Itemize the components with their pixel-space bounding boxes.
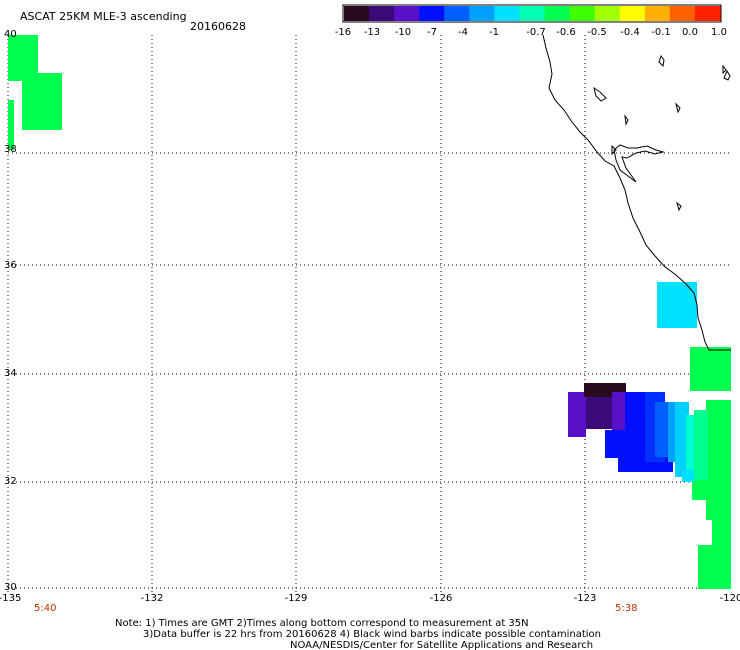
lat-tick-label: 34	[4, 368, 17, 379]
colorbar-labels: -16 -13 -10 -7 -4 -1 -0.7 -0.6 -0.5 -0.4…	[335, 27, 727, 38]
lat-tick-label: 30	[4, 582, 17, 593]
colorbar-label: 1.0	[711, 27, 727, 38]
lon-tick-label: -129	[285, 593, 308, 604]
lon-tick-label: -123	[574, 593, 597, 604]
lat-tick-labels: 40 38 36 34 32 30	[4, 29, 17, 593]
colorbar-label: -0.6	[556, 27, 576, 38]
lake-outline	[658, 54, 665, 68]
swath-cell	[694, 410, 708, 480]
lake-outline	[675, 102, 681, 114]
swath-cell	[655, 402, 670, 457]
colorbar-label: -10	[395, 27, 411, 38]
lake-outline	[611, 144, 617, 156]
wind-swaths	[8, 35, 731, 589]
colorbar-segment	[694, 6, 721, 21]
colorbar-segment	[544, 6, 571, 21]
lon-tick-label: -126	[430, 593, 453, 604]
coastline-path	[542, 34, 731, 351]
lake-outline	[676, 201, 682, 212]
colorbar-label: -0.1	[651, 27, 671, 38]
colorbar-segment	[344, 6, 370, 21]
lon-tick-label: -135	[0, 593, 21, 604]
colorbar-segment	[494, 6, 521, 21]
map-date: 20160628	[190, 20, 246, 33]
lon-tick-label: -132	[141, 593, 164, 604]
colorbar-segment	[419, 6, 445, 21]
colorbar-segment	[519, 6, 546, 21]
lake-outline	[722, 64, 727, 75]
colorbar-label: -16	[335, 27, 351, 38]
colorbar-label: -0.5	[587, 27, 607, 38]
colorbar-segment	[369, 6, 395, 21]
colorbar-label: -0.7	[526, 27, 546, 38]
swath-cell	[625, 392, 645, 472]
colorbar-segment	[644, 6, 671, 21]
swath-cell	[568, 392, 586, 437]
swath-cell	[675, 402, 689, 477]
colorbar-segment	[619, 6, 646, 21]
note-line-2: 3)Data buffer is 22 hrs from 20160628 4)…	[143, 629, 601, 640]
colorbar-segment	[569, 6, 596, 21]
colorbar-label: -0.4	[620, 27, 640, 38]
graticule	[7, 35, 731, 592]
swath-cell	[682, 470, 694, 482]
lon-tick-label: -120	[720, 593, 740, 604]
colorbar-label: -13	[364, 27, 380, 38]
note-line-3: NOAA/NESDIS/Center for Satellite Applica…	[290, 640, 593, 650]
colorbar-segment	[394, 6, 420, 21]
map-plot	[7, 34, 731, 592]
lat-tick-label: 32	[4, 476, 17, 487]
pass-time-right: 5:38	[615, 603, 637, 614]
colorbar: -16 -13 -10 -7 -4 -1 -0.7 -0.6 -0.5 -0.4…	[335, 4, 727, 38]
lon-tick-labels: -135 -132 -129 -126 -123 -120	[0, 593, 740, 604]
colorbar-segments	[344, 6, 721, 21]
note-line-1: Note: 1) Times are GMT 2)Times along bot…	[115, 618, 529, 629]
coastline	[542, 34, 731, 351]
swath-cell	[686, 415, 696, 480]
lake-outline	[624, 114, 629, 126]
lat-tick-label: 36	[4, 260, 17, 271]
swath-cell	[22, 73, 62, 130]
colorbar-segment	[444, 6, 470, 21]
colorbar-frame	[342, 4, 722, 23]
colorbar-label: -1	[489, 27, 499, 38]
colorbar-label: -7	[427, 27, 437, 38]
lake-outline	[593, 86, 607, 102]
swath-cell	[8, 100, 14, 150]
swath-cell	[706, 400, 731, 520]
colorbar-segment	[669, 6, 696, 21]
swath-cell	[612, 392, 626, 432]
bay-outline	[613, 144, 665, 183]
swath-cell	[698, 545, 731, 589]
swath-cell	[586, 397, 612, 429]
colorbar-label: -4	[458, 27, 468, 38]
pass-time-left: 5:40	[34, 603, 56, 614]
swath-cell	[605, 430, 625, 458]
colorbar-label: 0.0	[682, 27, 698, 38]
lake-outline	[723, 69, 731, 81]
map-title: ASCAT 25KM MLE-3 ascending	[20, 10, 187, 23]
swath-cell	[712, 518, 731, 548]
swath-cell	[690, 347, 731, 391]
lat-tick-label: 38	[4, 144, 17, 155]
colorbar-segment	[594, 6, 621, 21]
colorbar-segment	[469, 6, 495, 21]
lat-tick-label: 40	[4, 29, 17, 40]
swath-cell	[657, 282, 697, 328]
